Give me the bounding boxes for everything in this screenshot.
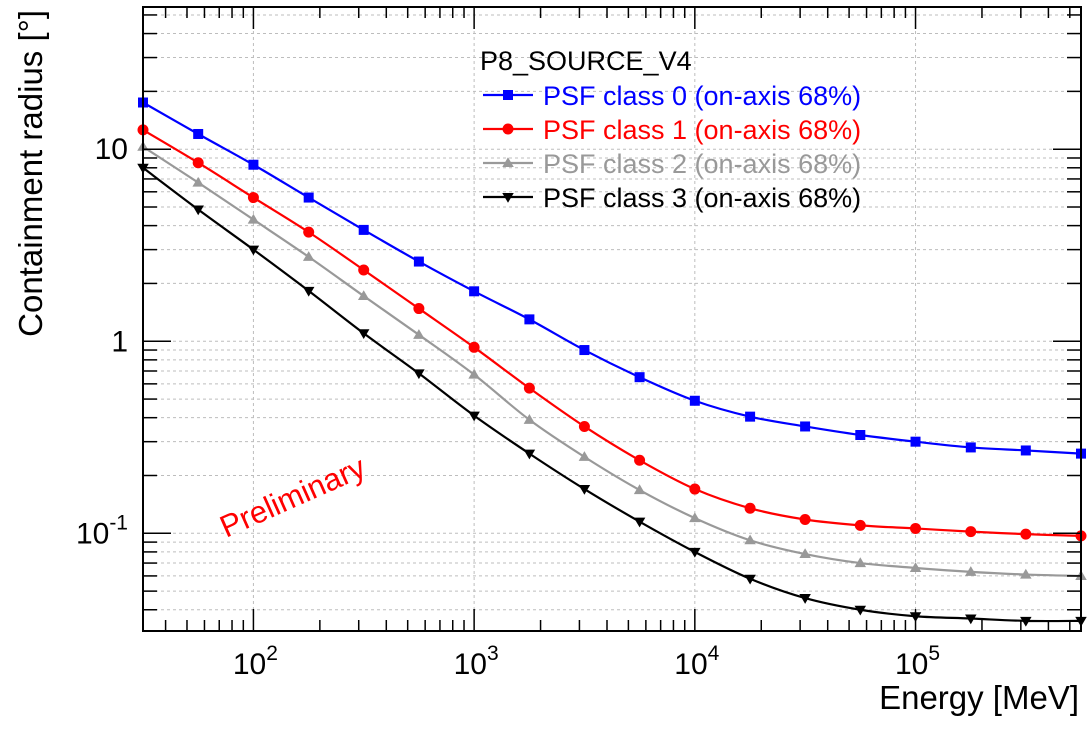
- y-tick-label: 10-1: [76, 511, 128, 550]
- data-point-0: [855, 429, 866, 440]
- data-point-2: [965, 566, 977, 576]
- data-point-2: [192, 176, 204, 187]
- data-point-0: [1020, 445, 1031, 456]
- data-point-0: [303, 192, 314, 203]
- legend-marker: [503, 90, 513, 100]
- data-point-3: [247, 245, 260, 256]
- legend-entry: PSF class 2 (on-axis 68%): [543, 149, 861, 179]
- data-point-0: [358, 224, 369, 235]
- data-point-2: [744, 534, 756, 545]
- data-point-2: [578, 451, 591, 461]
- data-point-1: [1020, 528, 1032, 540]
- legend-entry: PSF class 1 (on-axis 68%): [543, 115, 861, 145]
- data-point-3: [854, 605, 867, 616]
- data-point-1: [634, 454, 646, 466]
- data-point-2: [1020, 568, 1032, 579]
- data-point-3: [744, 574, 756, 585]
- data-point-1: [303, 226, 315, 238]
- data-point-2: [689, 512, 701, 523]
- data-point-2: [909, 562, 922, 572]
- y-axis-title: Containment radius [°]: [12, 10, 49, 337]
- data-point-1: [358, 264, 370, 276]
- data-point-2: [247, 213, 260, 224]
- data-point-1: [468, 341, 480, 353]
- data-point-3: [523, 449, 536, 460]
- legend-title: P8_SOURCE_V4: [480, 46, 692, 76]
- plot-frame: [142, 6, 1082, 632]
- data-point-3: [302, 286, 315, 297]
- data-point-2: [799, 548, 811, 559]
- data-point-1: [744, 502, 756, 514]
- x-tick-label: 102: [233, 642, 278, 681]
- data-point-3: [799, 594, 811, 604]
- data-point-0: [524, 314, 535, 325]
- data-point-2: [854, 557, 867, 568]
- data-point-0: [634, 372, 645, 383]
- data-point-0: [193, 128, 204, 139]
- legend-marker: [502, 192, 514, 203]
- x-tick-label: 104: [674, 642, 719, 681]
- data-point-3: [357, 329, 370, 340]
- data-point-1: [192, 157, 204, 169]
- legend: P8_SOURCE_V4 PSF class 0 (on-axis 68%) PS…: [480, 46, 861, 213]
- axis-ticks: [143, 7, 1081, 631]
- data-point-1: [799, 514, 811, 526]
- legend-entry: PSF class 3 (on-axis 68%): [543, 183, 861, 213]
- data-point-0: [413, 256, 424, 267]
- data-point-1: [413, 303, 425, 315]
- legend-entry: PSF class 0 (on-axis 68%): [543, 81, 861, 111]
- data-point-0: [965, 442, 976, 453]
- data-point-2: [302, 251, 315, 261]
- y-tick-label: 1: [111, 325, 128, 358]
- data-point-1: [854, 519, 866, 531]
- data-point-3: [965, 614, 977, 625]
- data-point-1: [965, 526, 977, 538]
- data-point-1: [523, 382, 535, 394]
- data-point-0: [579, 345, 590, 356]
- data-point-0: [745, 411, 756, 422]
- x-axis-title: Energy [MeV]: [879, 679, 1079, 716]
- data-point-0: [800, 421, 811, 432]
- data-point-3: [578, 485, 591, 495]
- data-point-0: [248, 159, 259, 170]
- data-point-2: [468, 368, 480, 379]
- data-point-1: [578, 420, 590, 432]
- legend-marker: [502, 123, 514, 135]
- x-tick-label: 105: [895, 642, 940, 681]
- data-point-3: [689, 547, 701, 558]
- data-point-3: [192, 205, 204, 216]
- data-point-0: [689, 395, 700, 406]
- data-point-3: [468, 411, 480, 422]
- data-point-1: [247, 192, 259, 204]
- data-point-0: [910, 436, 921, 447]
- tick-labels: 102 103 104 105 10-1 1 10: [76, 133, 940, 681]
- data-point-2: [523, 414, 536, 424]
- data-point-1: [689, 483, 701, 495]
- data-point-0: [469, 286, 480, 297]
- data-point-2: [633, 484, 646, 495]
- data-point-1: [910, 522, 922, 534]
- data-point-2: [413, 329, 425, 339]
- data-point-3: [1020, 616, 1032, 627]
- legend-marker: [502, 157, 514, 168]
- y-tick-label: 10: [95, 133, 128, 166]
- data-point-3: [413, 369, 425, 380]
- x-tick-label: 103: [454, 642, 499, 681]
- data-point-2: [357, 290, 370, 301]
- data-point-3: [633, 517, 646, 528]
